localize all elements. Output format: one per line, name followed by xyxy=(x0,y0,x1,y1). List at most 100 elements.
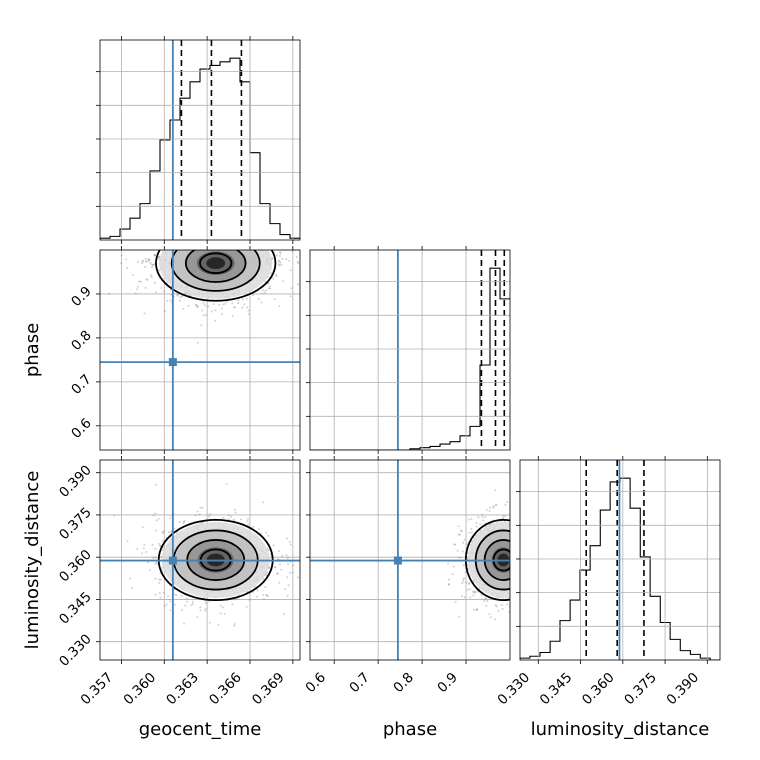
scatter-geocent-time-vs-luminosity-distance-sample xyxy=(163,605,166,608)
scatter-phase-vs-luminosity-distance-sample xyxy=(526,553,528,555)
scatter-phase-vs-luminosity-distance-sample xyxy=(525,547,527,549)
scatter-geocent-time-vs-luminosity-distance-sample xyxy=(314,580,316,582)
scatter-phase-vs-luminosity-distance-sample xyxy=(517,574,519,576)
scatter-geocent-time-vs-phase-sample xyxy=(169,299,172,302)
scatter-phase-vs-luminosity-distance-sample xyxy=(540,575,542,577)
scatter-phase-vs-luminosity-distance-sample xyxy=(512,553,514,555)
scatter-geocent-time-vs-luminosity-distance-sample xyxy=(158,542,161,545)
scatter-geocent-time-vs-phase-sample xyxy=(214,319,217,322)
scatter-phase-vs-luminosity-distance-sample xyxy=(512,562,514,564)
scatter-phase-vs-luminosity-distance-sample xyxy=(534,569,536,571)
scatter-geocent-time-vs-phase-sample xyxy=(141,262,143,265)
scatter-phase-vs-luminosity-distance-sample xyxy=(451,573,454,576)
scatter-phase-vs-luminosity-distance-sample xyxy=(514,583,516,585)
scatter-phase-vs-luminosity-distance-sample xyxy=(525,547,527,549)
scatter-phase-vs-luminosity-distance-sample xyxy=(524,567,526,569)
scatter-phase-vs-luminosity-distance-sample xyxy=(523,562,525,564)
scatter-phase-vs-luminosity-distance-xtick-label: 0.8 xyxy=(390,670,417,697)
scatter-phase-vs-luminosity-distance-sample xyxy=(476,608,478,611)
scatter-phase-vs-luminosity-distance-sample xyxy=(536,531,538,533)
scatter-phase-vs-luminosity-distance-sample xyxy=(542,572,544,574)
scatter-phase-vs-luminosity-distance-sample xyxy=(460,530,463,533)
scatter-geocent-time-vs-luminosity-distance-sample xyxy=(186,600,189,603)
scatter-phase-vs-luminosity-distance-sample xyxy=(521,601,523,603)
scatter-geocent-time-vs-phase-ytick-label: 0.6 xyxy=(68,415,95,442)
scatter-phase-vs-luminosity-distance-sample xyxy=(512,546,514,548)
scatter-phase-vs-luminosity-distance-sample xyxy=(513,530,515,532)
scatter-phase-vs-luminosity-distance-sample xyxy=(495,605,498,608)
scatter-geocent-time-vs-phase-sample xyxy=(246,306,249,309)
hist-luminosity-distance-group xyxy=(520,460,720,660)
scatter-phase-vs-luminosity-distance-sample xyxy=(566,595,568,597)
scatter-phase-vs-luminosity-distance-sample xyxy=(536,563,538,565)
hist-phase-step xyxy=(310,267,510,450)
scatter-geocent-time-vs-phase-sample xyxy=(160,247,162,249)
scatter-geocent-time-vs-phase-sample xyxy=(231,302,234,305)
scatter-phase-vs-luminosity-distance-sample xyxy=(525,563,527,565)
scatter-geocent-time-vs-phase-sample xyxy=(150,276,153,279)
scatter-geocent-time-vs-phase-sample xyxy=(261,246,263,248)
scatter-phase-vs-luminosity-distance-sample xyxy=(529,518,531,520)
scatter-geocent-time-vs-luminosity-distance-sample xyxy=(267,534,270,537)
scatter-phase-vs-luminosity-distance-sample xyxy=(462,580,465,583)
x-axis-label-luminosity-distance: luminosity_distance xyxy=(531,719,710,740)
scatter-geocent-time-vs-luminosity-distance-sample xyxy=(286,594,289,597)
scatter-geocent-time-vs-phase-sample xyxy=(147,258,150,260)
scatter-geocent-time-vs-phase-sample xyxy=(151,266,153,269)
scatter-phase-vs-luminosity-distance-sample xyxy=(460,529,463,532)
scatter-geocent-time-vs-luminosity-distance-sample xyxy=(262,594,265,596)
scatter-geocent-time-vs-phase-sample xyxy=(140,280,142,283)
scatter-phase-vs-luminosity-distance-sample xyxy=(520,576,522,578)
scatter-geocent-time-vs-luminosity-distance-sample xyxy=(219,612,222,615)
scatter-phase-vs-luminosity-distance-sample xyxy=(522,539,524,541)
scatter-geocent-time-vs-phase-sample xyxy=(150,263,153,266)
scatter-phase-vs-luminosity-distance-sample xyxy=(511,547,513,549)
scatter-phase-vs-luminosity-distance-sample xyxy=(510,578,512,580)
scatter-phase-vs-luminosity-distance-sample xyxy=(511,551,513,553)
scatter-phase-vs-luminosity-distance-sample xyxy=(463,538,466,541)
scatter-phase-vs-luminosity-distance-sample xyxy=(524,557,526,559)
scatter-phase-vs-luminosity-distance-sample xyxy=(469,588,472,591)
scatter-phase-vs-luminosity-distance-sample xyxy=(504,503,507,506)
scatter-phase-vs-luminosity-distance-sample xyxy=(525,574,527,576)
scatter-geocent-time-vs-phase-sample xyxy=(97,259,99,261)
scatter-geocent-time-vs-luminosity-distance-sample xyxy=(276,572,278,575)
scatter-phase-vs-luminosity-distance-sample xyxy=(465,581,468,584)
scatter-geocent-time-vs-phase-sample xyxy=(182,242,184,244)
scatter-geocent-time-vs-phase-sample xyxy=(296,283,299,286)
scatter-geocent-time-vs-luminosity-distance-ytick-label: 0.375 xyxy=(56,504,95,543)
scatter-phase-vs-luminosity-distance-sample xyxy=(512,537,514,539)
scatter-geocent-time-vs-phase-sample xyxy=(153,281,156,284)
scatter-phase-vs-luminosity-distance-sample xyxy=(523,542,525,544)
scatter-phase-vs-luminosity-distance-sample xyxy=(512,559,514,561)
scatter-geocent-time-vs-luminosity-distance-sample xyxy=(161,549,164,552)
scatter-geocent-time-vs-luminosity-distance-sample xyxy=(234,511,237,514)
scatter-geocent-time-vs-phase-sample xyxy=(305,268,307,270)
scatter-phase-vs-luminosity-distance-sample xyxy=(512,551,514,553)
scatter-geocent-time-vs-phase-frame xyxy=(99,249,301,451)
scatter-phase-vs-luminosity-distance-sample xyxy=(514,529,516,531)
hist-luminosity-distance-xtick-label: 0.390 xyxy=(664,670,703,709)
scatter-geocent-time-vs-luminosity-distance-sample xyxy=(162,591,165,594)
scatter-phase-vs-luminosity-distance-sample xyxy=(550,589,552,591)
scatter-geocent-time-vs-luminosity-distance-sample xyxy=(281,554,284,557)
scatter-geocent-time-vs-phase-sample xyxy=(208,246,210,248)
scatter-geocent-time-vs-phase-sample xyxy=(203,304,206,307)
scatter-phase-vs-luminosity-distance-sample xyxy=(521,568,523,570)
scatter-geocent-time-vs-phase-sample xyxy=(289,295,292,298)
scatter-phase-vs-luminosity-distance-sample xyxy=(514,548,516,550)
scatter-geocent-time-vs-luminosity-distance-sample xyxy=(154,562,157,565)
scatter-phase-vs-luminosity-distance-sample xyxy=(516,540,518,542)
scatter-phase-vs-luminosity-distance-sample xyxy=(524,580,526,582)
scatter-phase-vs-luminosity-distance-sample xyxy=(513,607,515,609)
scatter-geocent-time-vs-luminosity-distance-sample xyxy=(289,543,292,546)
scatter-geocent-time-vs-luminosity-distance-sample xyxy=(129,577,131,580)
scatter-phase-vs-luminosity-distance-sample xyxy=(521,554,523,556)
scatter-geocent-time-vs-phase-sample xyxy=(194,303,197,306)
scatter-geocent-time-vs-phase-sample xyxy=(196,305,199,307)
scatter-geocent-time-vs-phase-sample xyxy=(158,269,161,272)
scatter-geocent-time-vs-luminosity-distance-sample xyxy=(199,506,202,509)
scatter-phase-vs-luminosity-distance-sample xyxy=(529,546,531,548)
scatter-phase-vs-luminosity-distance-sample xyxy=(479,523,482,525)
scatter-phase-vs-luminosity-distance-sample xyxy=(517,562,519,564)
